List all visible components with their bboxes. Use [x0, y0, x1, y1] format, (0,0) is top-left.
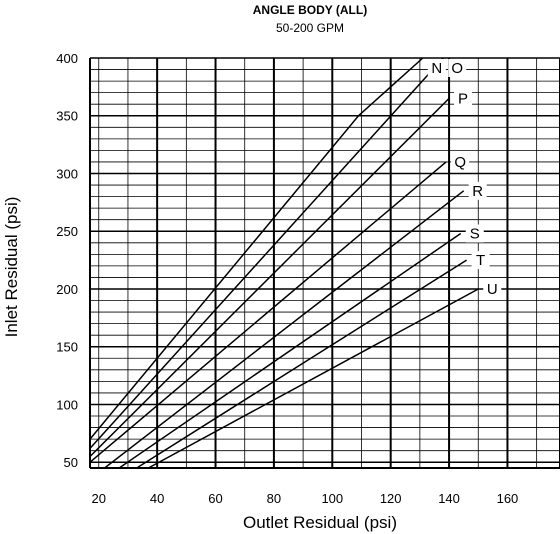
series-label-P: P	[458, 90, 468, 107]
series-line-P	[89, 97, 450, 458]
y-tick-label: 200	[56, 282, 78, 297]
x-tick-label: 140	[438, 491, 460, 506]
series-label-U: U	[487, 281, 498, 298]
series-label-bg	[451, 152, 470, 171]
series-label-bg	[468, 181, 487, 200]
series-label-T: T	[476, 252, 485, 269]
x-tick-label: 100	[321, 491, 343, 506]
y-tick-label: 150	[56, 340, 78, 355]
series-label-O: O	[451, 60, 463, 77]
series-line-U	[148, 288, 479, 469]
y-axis-label: Inlet Residual (psi)	[2, 197, 21, 338]
x-tick-labels: 20 40 60 80 100 120 140 160	[92, 491, 519, 506]
series-labels: N OP QR STU	[427, 59, 502, 298]
series-label-bg	[465, 224, 484, 243]
series-line-N	[89, 57, 424, 440]
y-tick-labels: 50 100 150 200 250 300 350 400	[56, 51, 78, 470]
series-lines	[89, 57, 479, 469]
series-label-bg	[448, 59, 467, 77]
x-tick-label: 120	[380, 491, 402, 506]
chart-title: ANGLE BODY (ALL)	[253, 3, 367, 17]
series-label-bg	[454, 89, 473, 108]
series-label-S: S	[470, 226, 480, 243]
x-axis-label: Outlet Residual (psi)	[243, 513, 397, 532]
y-tick-label: 100	[56, 397, 78, 412]
y-tick-label: 50	[64, 455, 78, 470]
y-tick-label: 350	[56, 109, 78, 124]
series-line-S	[118, 232, 462, 469]
series-line-Q	[89, 161, 447, 463]
series-line-O	[89, 57, 444, 449]
series-line-T	[136, 259, 467, 469]
x-tick-label: 60	[208, 491, 222, 506]
chart-subtitle: 50-200 GPM	[276, 21, 344, 35]
y-tick-label: 400	[56, 51, 78, 66]
series-label-bg	[483, 279, 502, 298]
series-label-Q: Q	[454, 154, 466, 171]
series-label-N: N	[431, 60, 442, 77]
x-tick-label: 40	[150, 491, 164, 506]
x-tick-label: 20	[92, 491, 106, 506]
series-line-R	[104, 190, 465, 469]
series-label-bg	[427, 59, 446, 77]
y-tick-label: 250	[56, 224, 78, 239]
series-label-bg	[471, 251, 490, 270]
x-tick-label: 160	[497, 491, 519, 506]
y-tick-label: 300	[56, 166, 78, 181]
x-tick-label: 80	[267, 491, 281, 506]
series-label-R: R	[472, 183, 483, 200]
